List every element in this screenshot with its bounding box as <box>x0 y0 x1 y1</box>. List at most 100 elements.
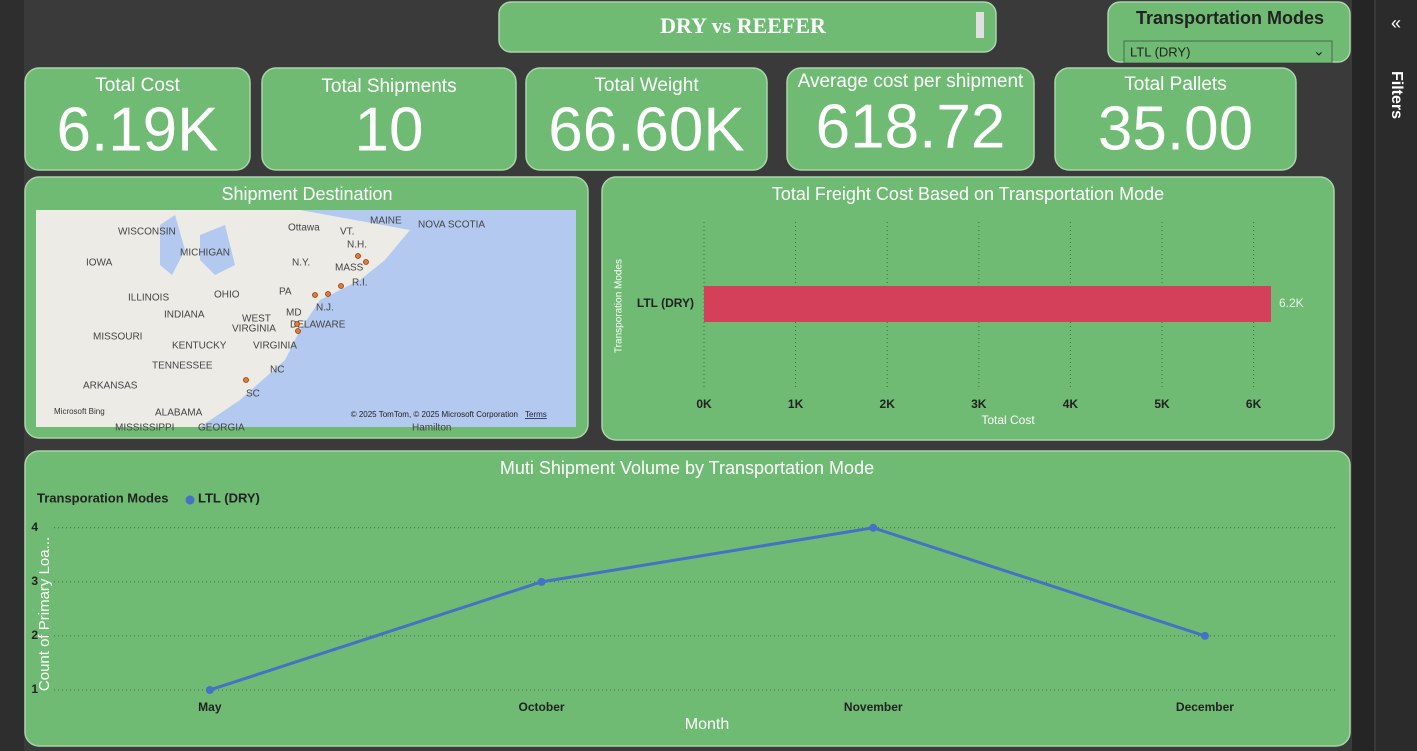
map-point[interactable] <box>338 283 344 289</box>
map-label: MISSOURI <box>93 332 142 343</box>
filters-pane[interactable] <box>1376 0 1417 751</box>
map-label: ILLINOIS <box>128 293 169 304</box>
scroll-handle <box>976 12 984 38</box>
page-title: DRY vs REEFER <box>660 13 827 38</box>
kpi-card <box>24 67 251 171</box>
kpi-value: 10 <box>355 95 424 164</box>
left-gutter <box>0 0 24 751</box>
x-tick-label: December <box>1176 700 1234 714</box>
kpi-label: Total Cost <box>95 75 180 96</box>
x-axis-title: Total Cost <box>981 413 1035 427</box>
kpi-card <box>786 67 1035 171</box>
map-label: Hamilton <box>412 423 451 434</box>
x-tick-label: November <box>844 700 903 714</box>
kpi-value: 6.19K <box>56 95 218 164</box>
map-point[interactable] <box>312 292 318 298</box>
x-tick-label: May <box>198 700 222 714</box>
map-label: MISSISSIPPI <box>115 423 174 434</box>
map-title: Shipment Destination <box>221 184 392 204</box>
map-label: SC <box>246 389 260 400</box>
kpi-value: 66.60K <box>548 95 745 164</box>
chart-title: Muti Shipment Volume by Transportation M… <box>500 458 874 478</box>
map-label: WISCONSIN <box>118 227 176 238</box>
line-card <box>24 450 1351 747</box>
kpi-value: 35.00 <box>1098 94 1253 163</box>
map-label: NOVA SCOTIA <box>418 220 485 231</box>
kpi-card <box>525 67 768 171</box>
map-label: MASS <box>335 263 364 274</box>
map-label: MD <box>286 308 302 319</box>
point <box>1200 631 1209 640</box>
slicer-dropdown[interactable] <box>1123 40 1333 64</box>
map-point[interactable] <box>294 321 300 327</box>
filters-label[interactable]: Filters <box>1388 71 1405 119</box>
map-label: GEORGIA <box>198 423 245 434</box>
x-tick-label: 3K <box>971 397 987 411</box>
line <box>209 526 1206 692</box>
map-label: ARKANSAS <box>83 381 138 392</box>
kpi-label: Total Pallets <box>1124 74 1226 95</box>
map-point[interactable] <box>243 377 249 383</box>
point <box>869 523 878 532</box>
map-label: N.J. <box>316 303 334 314</box>
kpi-label: Total Weight <box>594 75 699 96</box>
map-point[interactable] <box>355 253 361 259</box>
map-point[interactable] <box>325 291 331 297</box>
data-label: 6.2K <box>1279 296 1304 310</box>
map-point[interactable] <box>295 328 301 334</box>
bar <box>704 286 1272 322</box>
map-label: VT. <box>340 227 354 238</box>
y-tick-label: LTL (DRY) <box>637 296 694 310</box>
map-label: Ottawa <box>288 223 320 234</box>
y-axis-title: Count of Primary Loa... <box>36 537 53 691</box>
map-label: VIRGINIA <box>253 341 297 352</box>
collapse-icon[interactable]: « <box>1391 13 1401 33</box>
map-terms[interactable]: Terms <box>525 410 547 419</box>
x-tick-label: 0K <box>696 397 712 411</box>
chart-title: Total Freight Cost Based on Transportati… <box>772 184 1164 204</box>
map-label: VIRGINIA <box>232 324 276 335</box>
map-label: PA <box>279 287 292 298</box>
map-label: TENNESSEE <box>152 361 213 372</box>
kpi-card <box>1054 67 1297 171</box>
map-label: INDIANA <box>164 310 205 321</box>
title-box <box>498 1 997 53</box>
map-provider: Microsoft Bing <box>54 407 105 416</box>
point <box>205 685 214 694</box>
kpi-card <box>261 67 517 171</box>
map-label: NC <box>270 365 284 376</box>
map-points <box>243 253 369 383</box>
x-tick-label: 5K <box>1154 397 1170 411</box>
kpi-value: 618.72 <box>816 92 1006 161</box>
point <box>537 577 546 586</box>
map-label: MAINE <box>370 216 402 227</box>
map-point[interactable] <box>363 259 369 265</box>
map-label: OHIO <box>214 290 240 301</box>
x-axis-title: Month <box>685 716 729 733</box>
x-tick-label: 1K <box>788 397 804 411</box>
y-tick-label: 1 <box>31 682 38 696</box>
legend-marker <box>185 495 195 505</box>
map-label: R.I. <box>352 278 368 289</box>
legend-title: Transporation Modes <box>37 490 168 505</box>
map-label: N.H. <box>347 240 367 251</box>
map-ocean <box>200 210 576 427</box>
map-label: MICHIGAN <box>180 248 230 259</box>
gap <box>1352 0 1374 751</box>
x-tick-label: October <box>519 700 565 714</box>
dropdown-arrow[interactable]: ⌄ <box>1313 43 1325 59</box>
y-tick-label: 3 <box>31 574 38 588</box>
map-label: N.Y. <box>292 258 310 269</box>
slicer-value[interactable]: LTL (DRY) <box>1130 44 1190 59</box>
map-label: DELAWARE <box>290 320 346 331</box>
y-axis-title: Transporation Modes <box>614 259 625 353</box>
x-tick-label: 6K <box>1246 397 1262 411</box>
map-lakes <box>160 215 235 275</box>
y-tick-label: 4 <box>31 520 38 534</box>
y-tick-label: 2 <box>31 628 38 642</box>
kpi-label: Total Shipments <box>321 76 456 97</box>
kpi-label: Average cost per shipment <box>798 71 1024 92</box>
map-label: ALABAMA <box>155 408 203 419</box>
map-label: IOWA <box>86 258 113 269</box>
